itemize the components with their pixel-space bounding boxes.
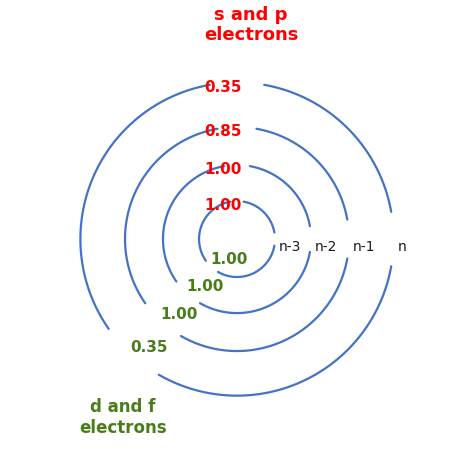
Text: 1.00: 1.00 — [186, 279, 223, 294]
Text: 0.35: 0.35 — [130, 340, 168, 355]
Text: 1.00: 1.00 — [204, 198, 241, 213]
Text: n-2: n-2 — [315, 240, 337, 254]
Text: 0.35: 0.35 — [204, 80, 242, 95]
Text: 1.00: 1.00 — [161, 307, 198, 322]
Text: n: n — [397, 240, 406, 254]
Text: 1.00: 1.00 — [204, 162, 241, 177]
Text: 0.85: 0.85 — [204, 124, 242, 139]
Text: n-3: n-3 — [279, 240, 301, 254]
Text: s and p
electrons: s and p electrons — [204, 6, 299, 44]
Text: n-1: n-1 — [353, 240, 375, 254]
Text: 1.00: 1.00 — [210, 252, 247, 267]
Text: d and f
electrons: d and f electrons — [79, 398, 166, 437]
